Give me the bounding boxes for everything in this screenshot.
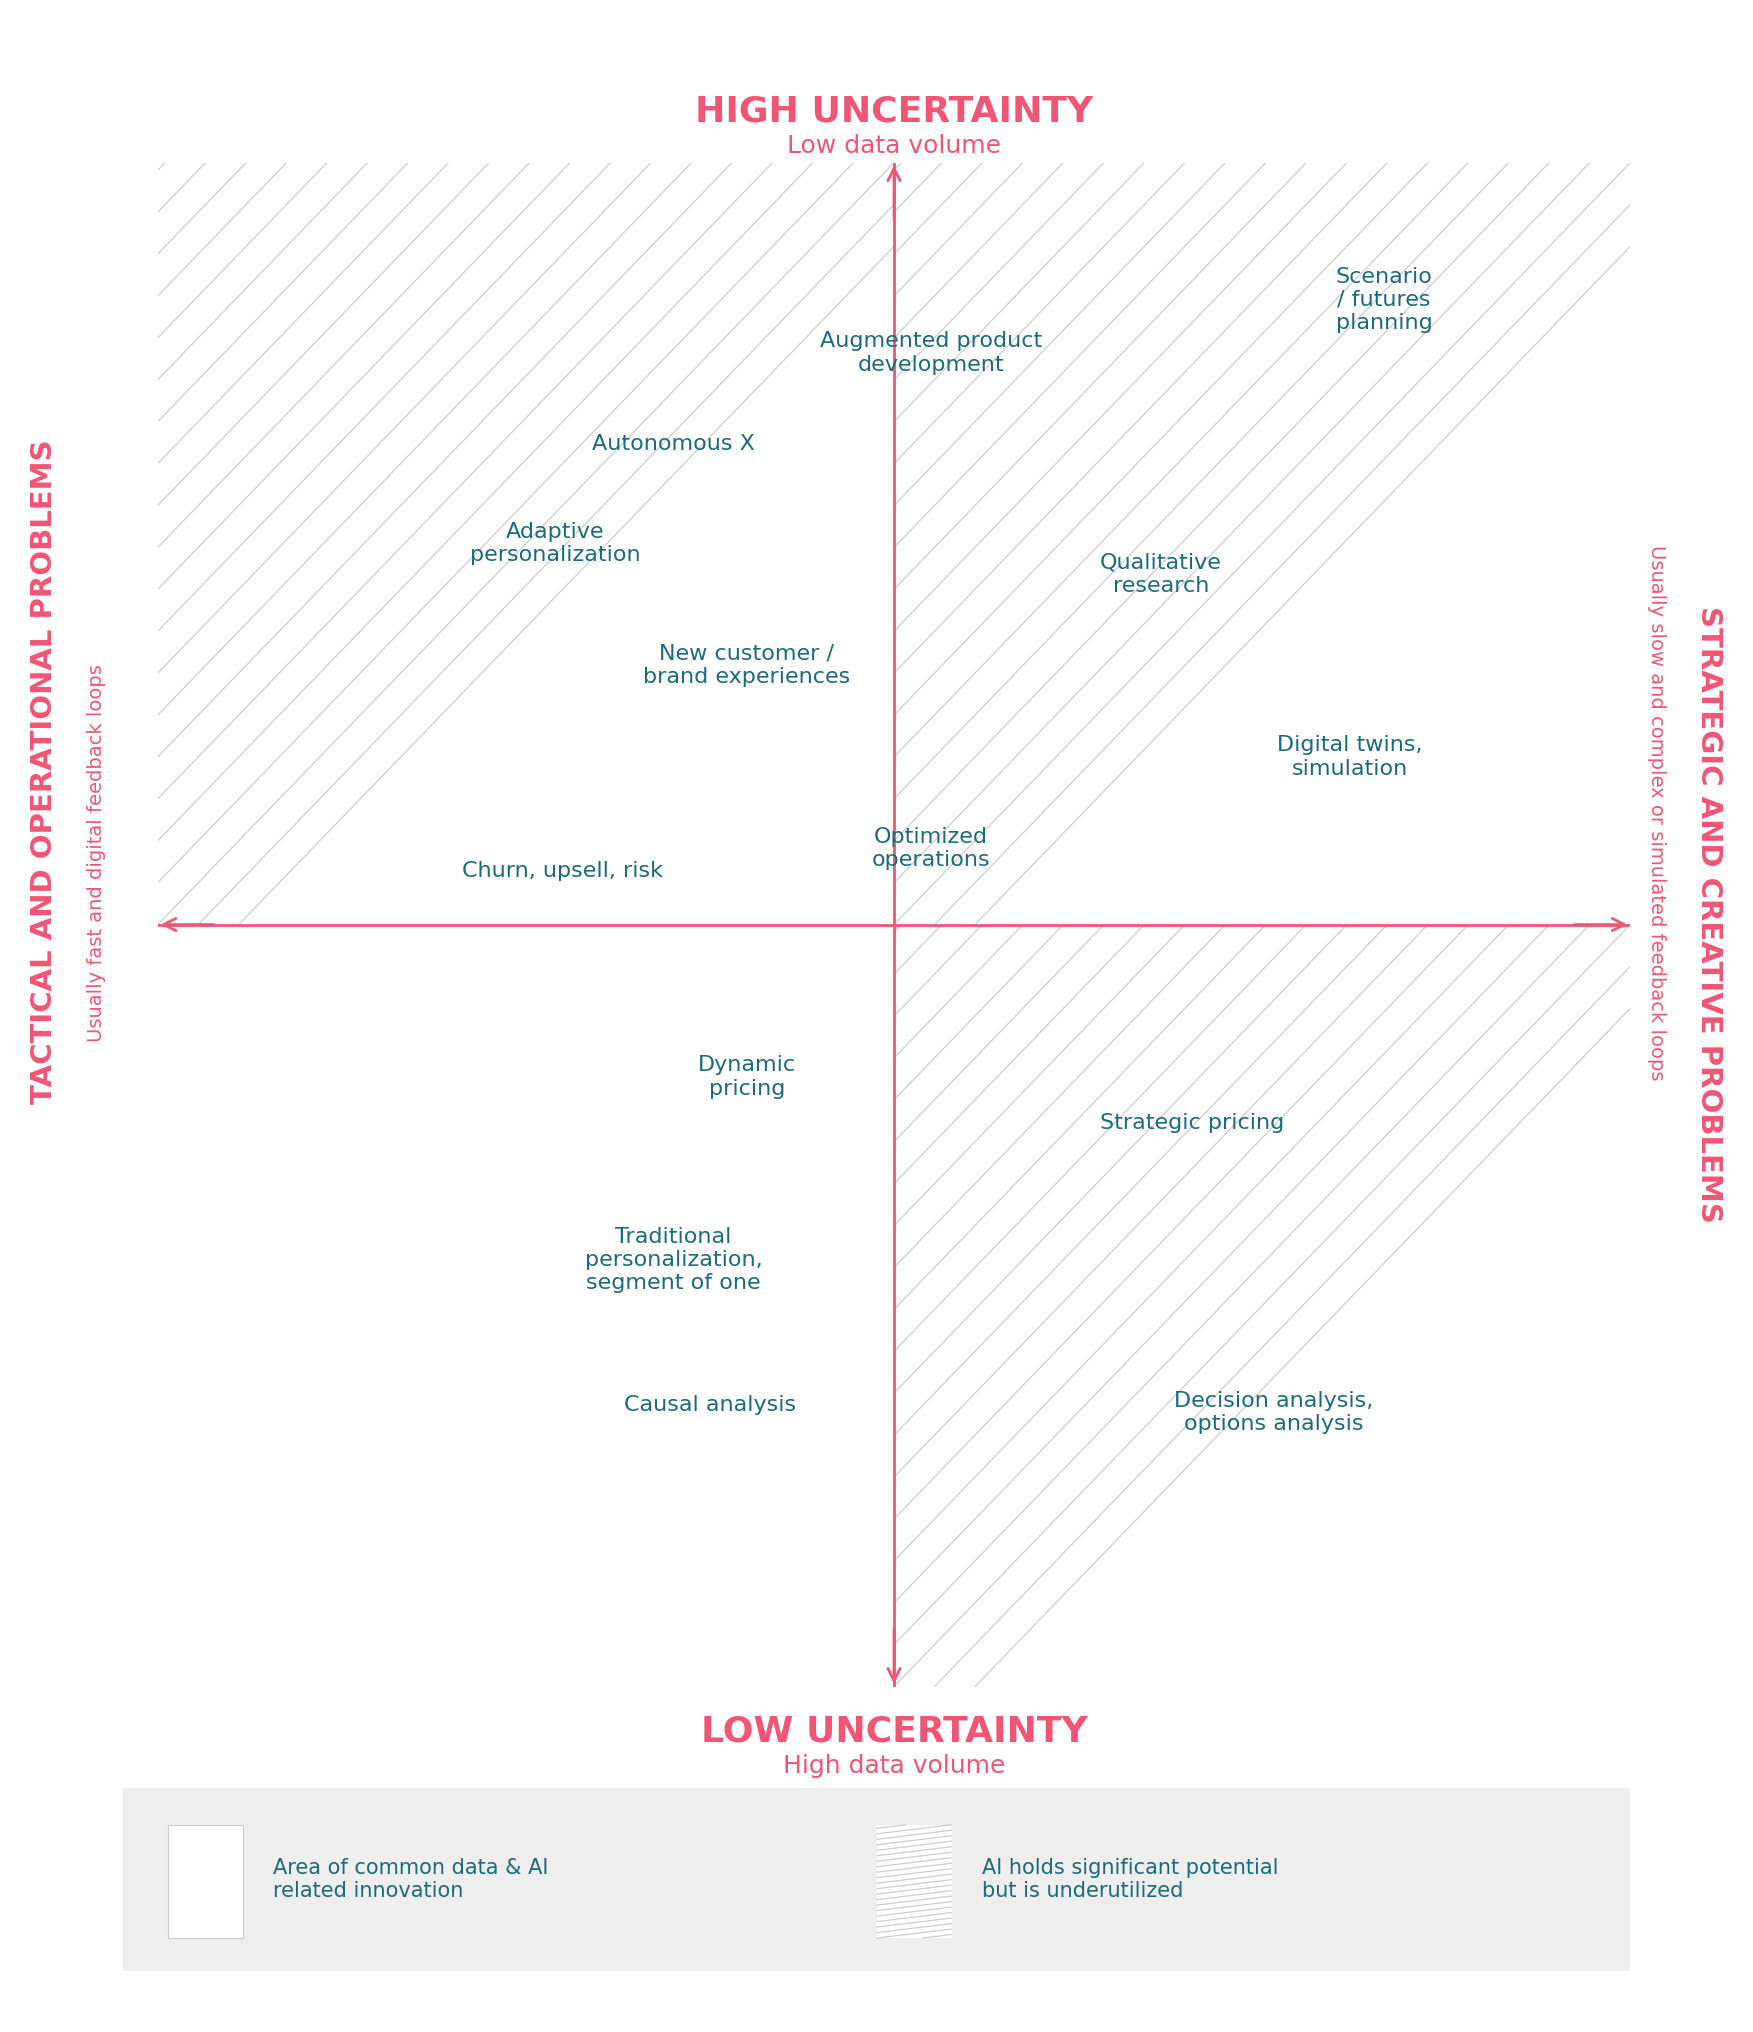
- Text: Decision analysis,
options analysis: Decision analysis, options analysis: [1175, 1390, 1373, 1435]
- Text: Low data volume: Low data volume: [787, 134, 1001, 158]
- Text: Qualitative
research: Qualitative research: [1101, 553, 1222, 595]
- Text: Scenario
/ futures
planning: Scenario / futures planning: [1336, 266, 1432, 333]
- Text: Autonomous X: Autonomous X: [593, 435, 754, 455]
- Bar: [158, 163, 894, 925]
- Text: Optimized
operations: Optimized operations: [871, 827, 990, 870]
- Bar: [894, 925, 1630, 1687]
- Text: TACTICAL AND OPERATIONAL PROBLEMS: TACTICAL AND OPERATIONAL PROBLEMS: [30, 439, 58, 1105]
- Text: Area of common data & AI
related innovation: Area of common data & AI related innovat…: [273, 1857, 549, 1902]
- Text: LOW UNCERTAINTY: LOW UNCERTAINTY: [701, 1715, 1087, 1748]
- Text: Adaptive
personalization: Adaptive personalization: [470, 522, 640, 565]
- Bar: [894, 163, 1630, 925]
- Text: High data volume: High data volume: [784, 1754, 1004, 1778]
- Text: Churn, upsell, risk: Churn, upsell, risk: [463, 862, 663, 882]
- Text: Traditional
personalization,
segment of one: Traditional personalization, segment of …: [586, 1227, 763, 1292]
- Text: Usually slow and complex or simulated feedback loops: Usually slow and complex or simulated fe…: [1648, 545, 1665, 1081]
- Bar: [876, 1825, 952, 1939]
- Text: Augmented product
development: Augmented product development: [820, 331, 1041, 374]
- Text: Dynamic
pricing: Dynamic pricing: [698, 1055, 796, 1099]
- Text: AI holds significant potential
but is underutilized: AI holds significant potential but is un…: [982, 1857, 1278, 1902]
- Text: HIGH UNCERTAINTY: HIGH UNCERTAINTY: [694, 96, 1094, 128]
- Bar: [168, 1825, 244, 1939]
- Text: Strategic pricing: Strategic pricing: [1101, 1114, 1285, 1132]
- Bar: [158, 925, 894, 1687]
- Text: Digital twins,
simulation: Digital twins, simulation: [1276, 736, 1422, 778]
- Text: Causal analysis: Causal analysis: [624, 1394, 796, 1414]
- Text: STRATEGIC AND CREATIVE PROBLEMS: STRATEGIC AND CREATIVE PROBLEMS: [1695, 606, 1723, 1223]
- Text: New customer /
brand experiences: New customer / brand experiences: [643, 644, 850, 687]
- Text: Usually fast and digital feedback loops: Usually fast and digital feedback loops: [88, 664, 105, 1042]
